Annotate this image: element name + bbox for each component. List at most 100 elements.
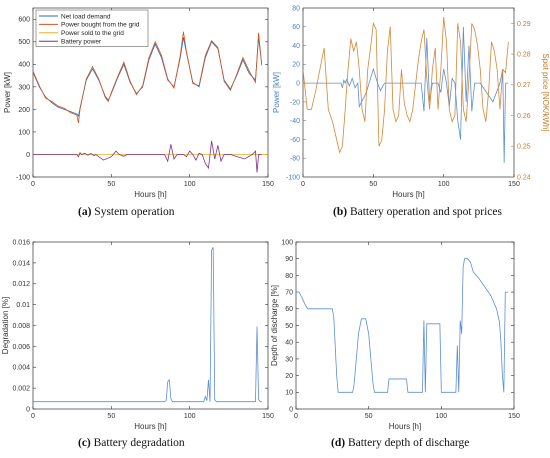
plot-frame [32, 241, 269, 410]
y-tick-label: -60 [290, 137, 300, 144]
x-tick-label: 100 [435, 413, 447, 420]
series-line-b-0 [303, 26, 509, 163]
caption-a-text: System operation [94, 206, 175, 218]
y-axis-label: Power [kW] [272, 72, 281, 113]
series-line-a-3 [33, 140, 262, 173]
caption-b: (b) Battery operation and spot prices [333, 206, 502, 218]
y-tick-label: 0 [26, 152, 30, 159]
caption-c-text: Battery degradation [93, 437, 185, 449]
legend-label: Power sold to the grid [61, 30, 124, 37]
y-tick-label: 10 [285, 390, 293, 397]
caption-a: (a) System operation [78, 206, 174, 218]
caption-c: (c) Battery degradation [78, 437, 185, 449]
x-tick-label: 50 [107, 181, 115, 188]
y-tick-label: -20 [290, 99, 300, 106]
y-tick-label: 0.002 [12, 386, 30, 393]
plot-frame [302, 7, 515, 178]
caption-a-tag: (a) [78, 206, 92, 218]
caption-b-text: Battery operation and spot prices [349, 206, 502, 218]
y-tick-label: 300 [18, 84, 30, 91]
legend-label: Power bought from the grid [61, 22, 140, 29]
y2-tick-label: 0.24 [517, 174, 531, 181]
y-tick-label: 100 [281, 239, 293, 246]
y-tick-label: 0.008 [12, 323, 30, 330]
y-tick-label: 400 [18, 62, 30, 69]
y-tick-label: 40 [285, 340, 293, 347]
caption-b-tag: (b) [333, 206, 348, 218]
y-tick-label: 20 [292, 62, 300, 69]
x-tick-label: 100 [184, 181, 196, 188]
plot-frame [295, 241, 515, 410]
y-tick-label: -100 [286, 174, 300, 181]
caption-d-tag: (d) [331, 437, 346, 449]
x-axis-label: Hours [h] [392, 190, 424, 199]
legend: Net load demand Power bought from the gri… [35, 9, 149, 47]
x-tick-label: 0 [294, 413, 298, 420]
y-axis-label: Degradation [%] [1, 297, 10, 354]
x-tick-label: 150 [262, 413, 274, 420]
caption-c-tag: (c) [78, 437, 91, 449]
y2-axis-label: Spot price [NOK/kWh] [541, 53, 550, 131]
y-axis-label: Depth of discharge [%] [270, 285, 279, 366]
chart-c: 0 50 100 150 0 0.002 0.004 0.006 0.008 0.01 0.012 0… [1, 239, 274, 431]
series-line-d-0 [296, 258, 509, 393]
series-line-c-0 [33, 247, 262, 403]
y-tick-label: -40 [290, 118, 300, 125]
caption-d-text: Battery depth of discharge [347, 437, 470, 449]
y-tick-label: 500 [18, 39, 30, 46]
x-tick-label: 0 [31, 413, 35, 420]
y-tick-label: 80 [292, 5, 300, 12]
y2-tick-label: 0.25 [517, 144, 531, 151]
x-tick-label: 100 [438, 181, 450, 188]
legend-label: Battery power [61, 39, 102, 46]
y-tick-label: 200 [18, 107, 30, 114]
x-tick-label: 0 [31, 181, 35, 188]
chart-b: 0 50 100 150 -100 -80 -60 -40 -20 0 20 40 60 80 0.24 0.… [272, 5, 550, 199]
y-tick-label: 60 [285, 306, 293, 313]
y-tick-label: 0 [26, 406, 30, 413]
y-tick-label: 0.004 [12, 365, 30, 372]
y-tick-label: 0.012 [12, 281, 30, 288]
x-tick-label: 0 [301, 181, 305, 188]
x-axis-label: Hours [h] [389, 422, 421, 431]
x-tick-label: 100 [184, 413, 196, 420]
plot-frame [32, 7, 269, 178]
x-axis-label: Hours [h] [134, 190, 166, 199]
y2-tick-label: 0.29 [517, 21, 531, 28]
y-tick-label: 90 [285, 256, 293, 263]
y-tick-label: -100 [16, 174, 30, 181]
x-tick-label: 50 [107, 413, 115, 420]
y2-tick-label: 0.26 [517, 113, 531, 120]
x-axis-label: Hours [h] [134, 422, 166, 431]
series-line-a-1 [33, 31, 263, 123]
chart-d: 0 50 100 150 0 10 20 30 40 50 60 70 80 90 100 Hours [h]… [270, 239, 520, 431]
y-tick-label: 0.01 [16, 302, 30, 309]
x-tick-label: 50 [369, 181, 377, 188]
y-tick-label: 0.016 [12, 239, 30, 246]
y-tick-label: 40 [292, 43, 300, 50]
y-tick-label: 30 [285, 356, 293, 363]
y-tick-label: 50 [285, 323, 293, 330]
y-tick-label: 100 [18, 129, 30, 136]
series-line-b-1 [303, 17, 509, 154]
y-tick-label: 0.014 [12, 260, 30, 267]
y-tick-label: 0 [296, 81, 300, 88]
x-tick-label: 150 [508, 181, 520, 188]
y-tick-label: 0 [289, 406, 293, 413]
y-tick-label: 0.006 [12, 344, 30, 351]
series-line-a-0 [33, 37, 263, 118]
y-tick-label: 600 [18, 17, 30, 24]
legend-label: Net load demand [61, 13, 111, 20]
y-tick-label: -80 [290, 156, 300, 163]
y-tick-label: 20 [285, 373, 293, 380]
x-tick-label: 150 [262, 181, 274, 188]
x-tick-label: 50 [365, 413, 373, 420]
y-tick-label: 80 [285, 273, 293, 280]
y-axis-label: Power [kW] [3, 72, 12, 113]
caption-d: (d) Battery depth of discharge [331, 437, 469, 449]
x-tick-label: 150 [508, 413, 520, 420]
y-tick-label: 70 [285, 290, 293, 297]
y-tick-label: 60 [292, 24, 300, 31]
